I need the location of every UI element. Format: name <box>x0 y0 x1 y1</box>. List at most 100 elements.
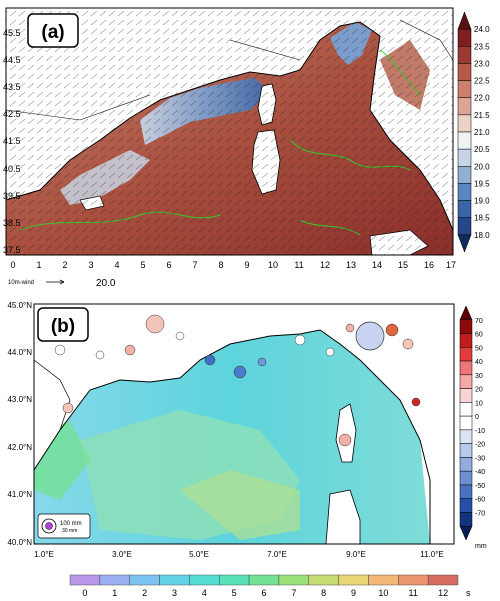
colorbar-c-swatch <box>368 574 399 586</box>
y-tick: 41.5 <box>3 136 21 146</box>
colorbar-c-label: 7 <box>291 588 296 598</box>
x-tick: 13 <box>346 260 356 270</box>
colorbar-b-label: 70 <box>475 318 483 325</box>
colorbar-c-label: 4 <box>202 588 207 598</box>
rain-gauge-marker <box>355 321 385 351</box>
x-tick: 7 <box>192 260 197 270</box>
rain-gauge-marker <box>62 402 74 414</box>
colorbar-a-swatch <box>457 183 472 201</box>
colorbar-a-label: 18.0 <box>474 231 490 240</box>
colorbar-a-label: 20.5 <box>474 145 490 154</box>
colorbar-b-label: 0 <box>475 414 479 421</box>
colorbar-a-swatch <box>457 148 472 167</box>
x-tick: 5.0°E <box>189 550 209 559</box>
colorbar-c-label: 11 <box>409 588 418 598</box>
colorbar-c-label: 5 <box>232 588 237 598</box>
panel-b-label: (b) <box>51 316 75 337</box>
colorbar-c-swatch <box>69 574 101 586</box>
wind-vector-legend: 10m-wind 20.0 <box>8 278 116 289</box>
colorbar-b-swatch <box>459 374 473 389</box>
colorbar-b-swatch <box>459 443 473 458</box>
colorbar-a-label: 20.0 <box>474 162 490 171</box>
panel-b: (b) 100 mm 30 mm 45.0°N 44.0°N 43.0°N 4 2… <box>7 301 486 598</box>
colorbar-a-label: 22.0 <box>474 94 490 103</box>
colorbar-b-swatch <box>459 512 473 527</box>
colorbar-a-swatch <box>457 28 472 47</box>
y-tick: 43.0°N <box>7 395 32 404</box>
colorbar-b-swatch <box>459 333 473 348</box>
y-tick: 44.0°N <box>7 348 32 357</box>
x-tick: 7.0°E <box>267 550 287 559</box>
y-tick: 38.5 <box>3 218 21 228</box>
y-tick: 41.0°N <box>7 490 32 499</box>
rain-gauge-marker <box>325 347 335 357</box>
bubble-legend-small-marker <box>45 522 53 530</box>
colorbar-a-swatch <box>457 234 472 253</box>
rain-gauge-marker <box>204 354 216 366</box>
x-tick: 16 <box>424 260 434 270</box>
colorbar-b-swatch <box>459 319 473 334</box>
colorbar-b-swatch <box>459 388 473 403</box>
coastline-b <box>33 329 431 544</box>
panel-a-label-box <box>27 13 79 48</box>
rain-gauge-marker <box>402 338 414 350</box>
y-tick: 43.5 <box>3 82 21 92</box>
panel-b-label-box <box>37 307 89 342</box>
bubble-legend-small-label: 30 mm <box>62 528 77 534</box>
rain-gauge-marker <box>338 433 352 447</box>
colorbar-c-swatch <box>189 574 220 586</box>
colorbar-a-swatch <box>457 80 472 98</box>
colorbar-b-swatch <box>459 470 473 486</box>
colorbar-b-label: 50 <box>475 345 483 352</box>
colorbar-c-label: 9 <box>351 588 356 598</box>
y-tick: 42.5 <box>3 109 21 119</box>
rain-gauge-bubbles <box>54 314 421 447</box>
y-tick: 45.0°N <box>7 301 32 310</box>
x-tick: 2 <box>62 260 67 270</box>
colorbar-b-label: -50 <box>475 483 485 490</box>
bubble-legend-large-label: 100 mm <box>60 521 82 527</box>
x-tick: 17 <box>446 260 456 270</box>
rain-gauge-marker <box>385 323 399 337</box>
colorbar-c-swatch <box>278 574 309 586</box>
colorbar-a-label: 23.0 <box>474 59 490 68</box>
colorbar-b-swatch <box>459 347 473 362</box>
x-tick: 11.0°E <box>420 550 444 559</box>
colorbar-c-label: 2 <box>142 588 147 598</box>
colorbar-b-label: 10 <box>475 400 483 407</box>
colorbar-b-label: 20 <box>475 387 483 394</box>
colorbar-a-swatch <box>457 217 472 236</box>
colorbar-c-swatch <box>248 574 280 586</box>
x-tick: 4 <box>114 260 119 270</box>
rain-gauge-marker <box>95 350 105 360</box>
rain-gauge-marker <box>145 314 165 334</box>
colorbar-c-swatch <box>308 574 339 586</box>
colorbar-b-label: -20 <box>475 442 485 449</box>
colorbar-b-swatch <box>459 305 473 321</box>
colorbar-c-label: 12 <box>438 588 448 598</box>
panel-a-frame <box>5 7 454 256</box>
y-tick: 44.5 <box>3 55 21 65</box>
y-tick: 40.0°N <box>7 538 32 547</box>
colorbar-a-label: 21.0 <box>474 128 490 137</box>
colorbar-c-swatch <box>427 574 459 586</box>
x-tick: 6 <box>166 260 171 270</box>
colorbar-c-swatch <box>338 574 369 586</box>
colorbar-b-swatch <box>459 457 473 472</box>
y-tick: 40.5 <box>3 164 21 174</box>
colorbar-b-swatch <box>459 429 473 444</box>
colorbar-c-swatch <box>159 574 190 586</box>
colorbar-c-label: 10 <box>378 588 388 598</box>
x-tick: 14 <box>372 260 382 270</box>
corsica-island-b <box>335 403 357 463</box>
colorbar-b-label: -60 <box>475 497 485 504</box>
x-tick: 9.0°E <box>346 550 366 559</box>
x-tick: 12 <box>320 260 330 270</box>
colorbar-a-label: 19.0 <box>474 197 490 206</box>
colorbar-b-swatch <box>459 484 473 499</box>
colorbar-b-label: -40 <box>475 469 485 476</box>
colorbar-b-swatch <box>459 402 473 417</box>
x-tick: 1 <box>36 260 41 270</box>
rain-gauge-marker <box>233 365 247 379</box>
